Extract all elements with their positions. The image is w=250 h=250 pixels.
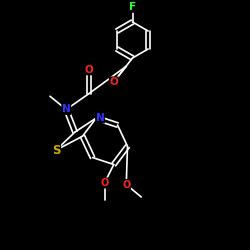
Text: O: O [110,77,118,87]
Text: O: O [122,180,130,190]
Text: F: F [129,2,136,12]
Text: O: O [100,178,108,188]
Text: N: N [62,104,71,115]
Text: N: N [96,113,104,123]
Text: O: O [84,65,93,75]
Text: S: S [52,144,60,156]
